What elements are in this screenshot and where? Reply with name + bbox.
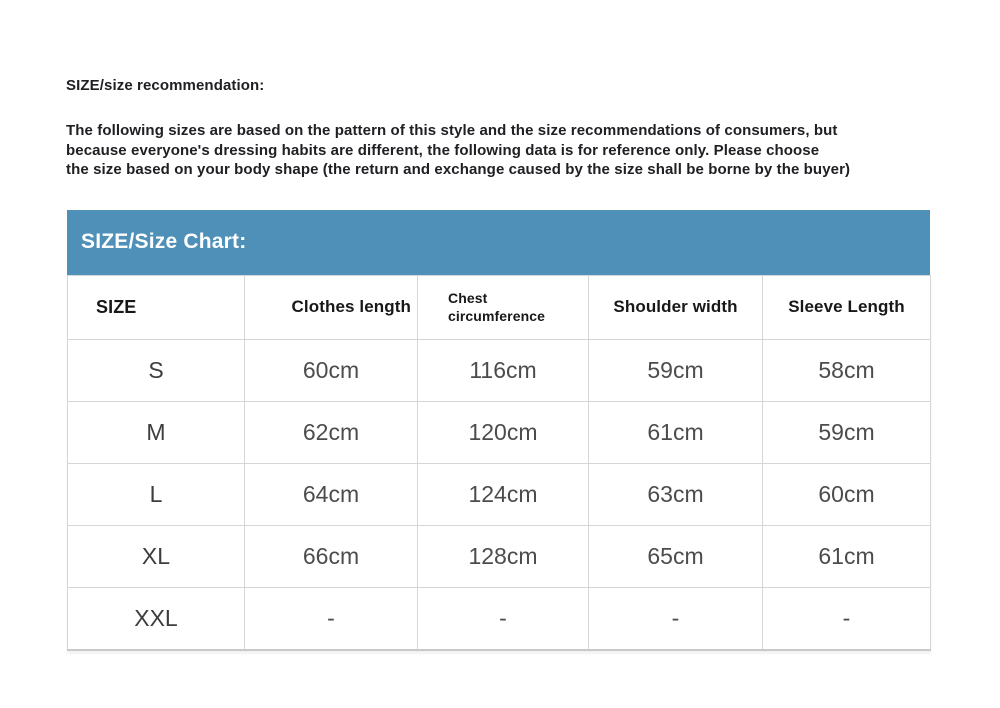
cell-clothes-length: 66cm xyxy=(244,524,418,588)
cell-shoulder: - xyxy=(588,586,763,651)
table-row-xl: XL 66cm 128cm 65cm 61cm xyxy=(67,524,931,588)
cell-clothes-length: 60cm xyxy=(244,338,418,402)
cell-chest: 120cm xyxy=(417,400,589,464)
intro-line-1: The following sizes are based on the pat… xyxy=(66,122,838,139)
cell-shoulder: 59cm xyxy=(588,338,763,402)
cell-size: M xyxy=(67,400,245,464)
column-header-clothes-length: Clothes length xyxy=(244,274,418,340)
size-recommendation-paragraph: The following sizes are based on the pat… xyxy=(66,121,1000,180)
table-row-m: M 62cm 120cm 61cm 59cm xyxy=(67,400,931,464)
intro-line-3: the size based on your body shape (the r… xyxy=(66,161,851,178)
cell-clothes-length: - xyxy=(244,586,418,651)
cell-chest: 124cm xyxy=(417,462,589,526)
intro-line-2: because everyone's dressing habits are d… xyxy=(66,141,820,159)
cell-shoulder: 63cm xyxy=(588,462,763,526)
cell-shoulder: 61cm xyxy=(588,400,763,464)
cell-sleeve: 61cm xyxy=(762,524,931,588)
size-recommendation-heading: SIZE/size recommendation: xyxy=(66,77,265,94)
size-chart-table-body: S 60cm 116cm 59cm 58cm M 62cm 120cm 61cm… xyxy=(67,338,931,651)
size-chart-table-header: SIZE Clothes length Chest circumference … xyxy=(67,274,931,340)
cell-sleeve: 60cm xyxy=(762,462,931,526)
chest-header-line-2: circumference xyxy=(448,308,546,324)
column-header-size: SIZE xyxy=(67,274,245,340)
cell-size: S xyxy=(67,338,245,402)
table-row-xxl: XXL - - - - xyxy=(67,586,931,651)
cell-clothes-length: 62cm xyxy=(244,400,418,464)
cell-clothes-length: 64cm xyxy=(244,462,418,526)
chest-header-line-1: Chest xyxy=(448,290,488,306)
size-chart-table: SIZE Clothes length Chest circumference … xyxy=(67,274,931,651)
cell-size: XXL xyxy=(67,586,245,651)
table-row-l: L 64cm 124cm 63cm 60cm xyxy=(67,462,931,526)
size-chart-title: SIZE/Size Chart: xyxy=(81,230,247,253)
cell-size: XL xyxy=(67,524,245,588)
cell-size: L xyxy=(67,462,245,526)
column-header-chest-circumference: Chest circumference xyxy=(417,274,589,340)
size-chart-header-bar: SIZE/Size Chart: xyxy=(67,209,930,275)
header-row: SIZE Clothes length Chest circumference … xyxy=(67,274,931,340)
cell-shoulder: 65cm xyxy=(588,524,763,588)
table-row-s: S 60cm 116cm 59cm 58cm xyxy=(67,338,931,402)
cell-sleeve: 59cm xyxy=(762,400,931,464)
column-header-sleeve-length: Sleeve Length xyxy=(762,274,931,340)
cell-chest: 128cm xyxy=(417,524,589,588)
cell-sleeve: - xyxy=(762,586,931,651)
cell-chest: 116cm xyxy=(417,338,589,402)
cell-chest: - xyxy=(417,586,589,651)
column-header-shoulder-width: Shoulder width xyxy=(588,274,763,340)
cell-sleeve: 58cm xyxy=(762,338,931,402)
